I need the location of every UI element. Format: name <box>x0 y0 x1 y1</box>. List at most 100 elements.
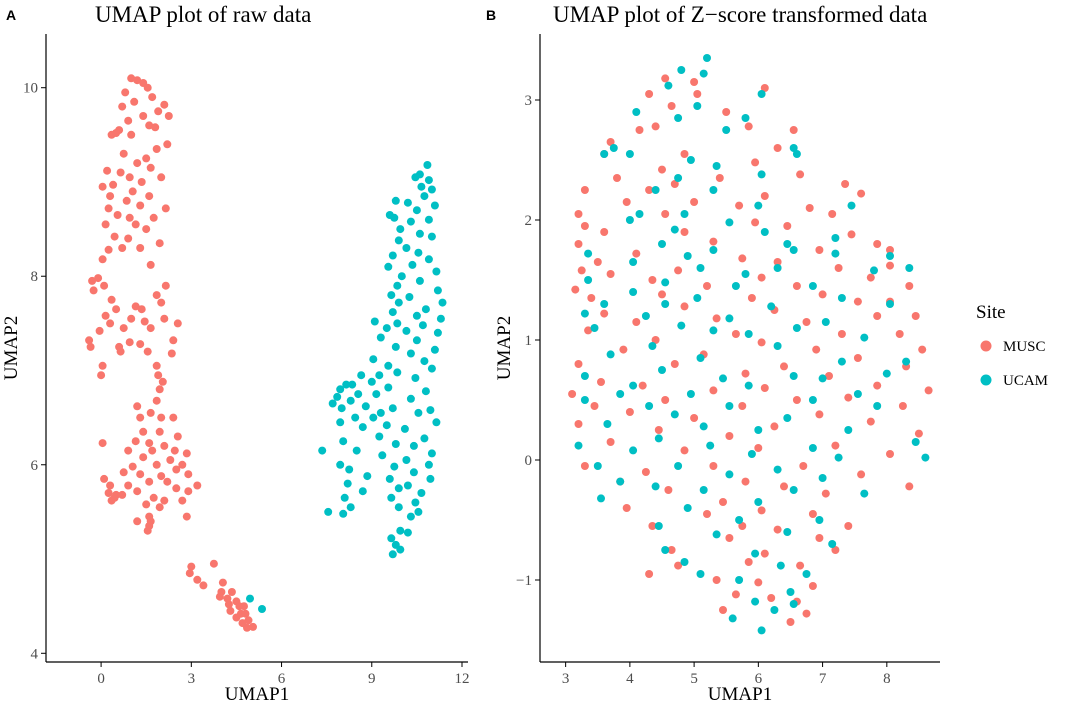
panel-a-point-ucam-45 <box>412 336 421 345</box>
panel-a-point-musc-29 <box>137 178 146 186</box>
panel-b-x-tick-label-0: 3 <box>562 671 570 687</box>
panel-b-point-ucam-72 <box>789 372 798 380</box>
panel-a-point-ucam-83 <box>420 434 429 443</box>
panel-a-point-musc-126 <box>118 490 127 499</box>
panel-b-point-musc-111 <box>914 429 923 438</box>
panel-b-point-musc-20 <box>841 180 850 188</box>
panel-a-point-musc-13 <box>145 121 154 130</box>
panel-a-point-ucam-21 <box>388 251 397 260</box>
panel-b-point-ucam-79 <box>616 390 625 398</box>
panel-a-point-musc-15 <box>151 123 160 132</box>
panel-b-point-musc-37 <box>680 228 689 236</box>
panel-a-point-ucam-108 <box>346 503 355 512</box>
panel-a-point-ucam-13 <box>424 215 433 224</box>
panel-a-point-ucam-53 <box>393 368 402 377</box>
panel-a-point-musc-110 <box>172 465 181 474</box>
panel-a-point-musc-98 <box>98 439 107 448</box>
panel-b-point-ucam-127 <box>735 576 744 584</box>
panel-a-point-ucam-26 <box>397 272 406 281</box>
panel-a-point-ucam-62 <box>421 387 430 396</box>
panel-a-x-tick-label-0: 0 <box>97 671 105 687</box>
panel-a-point-musc-63 <box>137 305 146 314</box>
panel-a-point-musc-127 <box>149 493 158 502</box>
panel-b-point-musc-0 <box>661 74 670 83</box>
panel-a-point-ucam-7 <box>391 196 400 205</box>
panel-b-point-musc-119 <box>709 462 718 470</box>
panel-b-point-musc-15 <box>751 158 760 167</box>
panel-b-point-ucam-57 <box>725 314 734 323</box>
panel-b-points <box>568 54 933 635</box>
panel-b-point-ucam-18 <box>674 174 683 182</box>
panel-a-point-musc-95 <box>155 427 164 436</box>
panel-b-point-musc-112 <box>725 432 734 440</box>
panel-b-point-musc-70 <box>911 312 920 320</box>
panel-b-point-musc-18 <box>796 170 805 179</box>
panel-b-point-ucam-77 <box>629 381 638 390</box>
panel-a-point-ucam-20 <box>414 248 423 257</box>
panel-b-point-musc-114 <box>831 441 840 450</box>
panel-b-point-ucam-23 <box>635 210 644 218</box>
panel-a-point-ucam-103 <box>358 487 367 496</box>
panel-b-point-musc-94 <box>760 384 769 392</box>
panel-a-point-ucam-71 <box>337 404 346 413</box>
panel-a-point-ucam-29 <box>433 286 442 295</box>
panel-a-point-ucam-82 <box>375 432 384 441</box>
panel-a-point-musc-41 <box>149 213 158 222</box>
panel-b-point-musc-86 <box>670 360 679 368</box>
panel-b-point-musc-38 <box>847 230 856 239</box>
panel-a-point-ucam-104 <box>417 489 426 497</box>
panel-a-point-musc-87 <box>155 385 164 394</box>
panel-b-point-ucam-60 <box>792 324 801 332</box>
panel-a-point-musc-67 <box>106 319 115 328</box>
panel-b-point-musc-7 <box>651 122 660 131</box>
panel-b-point-ucam-99 <box>747 450 756 458</box>
panel-a-point-musc-36 <box>122 196 131 205</box>
panel-b-point-ucam-119 <box>783 528 792 536</box>
panel-b-point-musc-135 <box>648 522 657 530</box>
panel-a-point-musc-26 <box>116 168 125 177</box>
panel-b-point-musc-61 <box>818 290 827 299</box>
panel-a-point-ucam-85 <box>391 440 400 448</box>
panel-b-point-musc-117 <box>886 450 894 458</box>
panel-b-point-ucam-10 <box>789 144 798 152</box>
panel-b-point-musc-138 <box>725 534 734 542</box>
panel-a-y-axis-title: UMAP2 <box>1 316 22 380</box>
panel-b-point-musc-96 <box>924 386 933 395</box>
panel-a-point-ucam-113 <box>406 512 415 521</box>
panel-b-point-ucam-95 <box>574 441 583 450</box>
panel-b-point-ucam-90 <box>699 422 708 431</box>
panel-a-point-musc-153 <box>240 602 248 611</box>
panel-a-title: UMAP plot of raw data <box>95 2 311 27</box>
panel-b-point-musc-124 <box>741 477 750 486</box>
panel-b-x-tick-label-3: 6 <box>755 671 763 687</box>
panel-a-point-musc-116 <box>145 477 154 486</box>
panel-a-point-ucam-68 <box>328 399 337 408</box>
panel-a-point-musc-22 <box>142 154 151 163</box>
panel-b-point-ucam-12 <box>792 150 801 158</box>
panel-b-point-ucam-61 <box>590 324 599 332</box>
panel-b-point-musc-10 <box>744 122 753 131</box>
panel-a-point-ucam-51 <box>384 361 393 370</box>
panel-a-point-ucam-42 <box>402 326 411 335</box>
panel-b-point-ucam-64 <box>860 333 869 342</box>
panel-a-point-musc-91 <box>136 413 145 422</box>
panel-b-point-musc-28 <box>805 204 814 212</box>
panel-b-point-ucam-17 <box>757 170 766 179</box>
panel-a-point-musc-19 <box>163 140 172 149</box>
panel-b-point-ucam-91 <box>754 426 763 434</box>
panel-a-point-musc-37 <box>136 201 145 210</box>
panel-b-point-musc-75 <box>837 330 846 338</box>
panel-b-point-ucam-71 <box>658 366 666 374</box>
panel-b-point-musc-68 <box>600 309 609 318</box>
panel-a-point-musc-31 <box>109 180 118 189</box>
panel-b-point-ucam-132 <box>757 626 766 635</box>
panel-a-point-musc-140 <box>187 562 196 571</box>
panel-a-point-musc-137 <box>133 517 142 526</box>
panel-a-y-tick-label-1: 6 <box>31 458 39 474</box>
panel-b-point-musc-23 <box>645 186 654 194</box>
panel-a-point-musc-9 <box>154 107 163 116</box>
panel-b-point-musc-43 <box>632 249 641 258</box>
panel-b-point-ucam-82 <box>808 396 817 404</box>
panel-a-point-ucam-105 <box>340 493 349 502</box>
panel-b-point-musc-141 <box>760 549 769 558</box>
